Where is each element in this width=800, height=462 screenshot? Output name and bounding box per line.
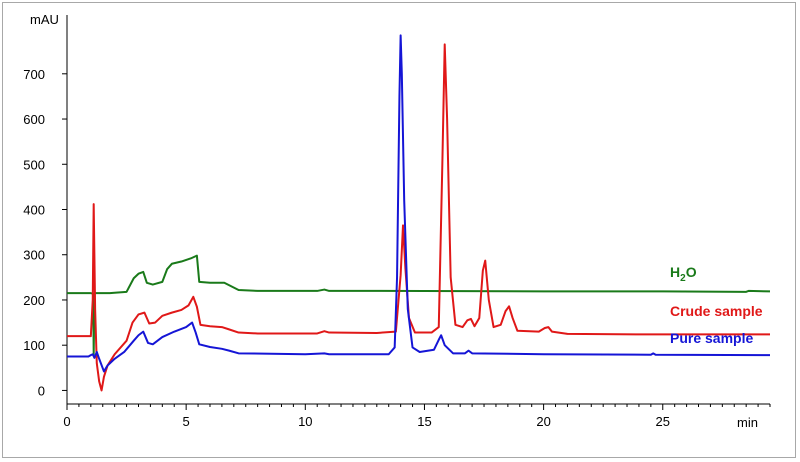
y-tick-label: 700	[23, 67, 45, 82]
series-line-h2o	[67, 254, 771, 356]
x-axis-unit-label: min	[737, 415, 758, 430]
x-tick-label: 15	[417, 414, 431, 429]
y-tick-label: 0	[38, 383, 45, 398]
y-tick-label: 100	[23, 338, 45, 353]
x-tick-label: 5	[183, 414, 190, 429]
series-label-pure-sample: Pure sample	[670, 330, 753, 346]
series-line-crude-sample	[67, 43, 770, 392]
x-tick-label: 25	[656, 414, 670, 429]
y-tick-label: 400	[23, 203, 45, 218]
y-ticks: 0 100 200 300 400 500 600 700	[23, 67, 67, 398]
y-tick-label: 600	[23, 112, 45, 127]
series-label-crude-sample: Crude sample	[670, 303, 763, 319]
series-group	[67, 34, 771, 392]
series-line-pure-sample	[67, 34, 771, 373]
x-tick-label: 10	[298, 414, 312, 429]
x-ticks: 0 5 10 15 20 25	[63, 404, 771, 429]
y-tick-label: 300	[23, 248, 45, 263]
y-tick-label: 500	[23, 157, 45, 172]
series-label-h2o: H2O	[670, 264, 697, 284]
series-labels: H2O Crude sample Pure sample	[670, 264, 763, 346]
x-tick-label: 0	[63, 414, 70, 429]
y-tick-label: 200	[23, 293, 45, 308]
axes	[66, 15, 770, 405]
x-tick-label: 20	[536, 414, 550, 429]
y-axis-unit-label: mAU	[30, 12, 59, 27]
